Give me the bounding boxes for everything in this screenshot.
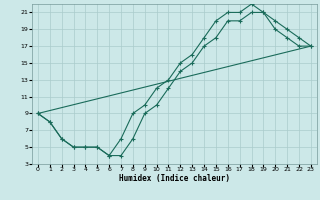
- X-axis label: Humidex (Indice chaleur): Humidex (Indice chaleur): [119, 174, 230, 183]
